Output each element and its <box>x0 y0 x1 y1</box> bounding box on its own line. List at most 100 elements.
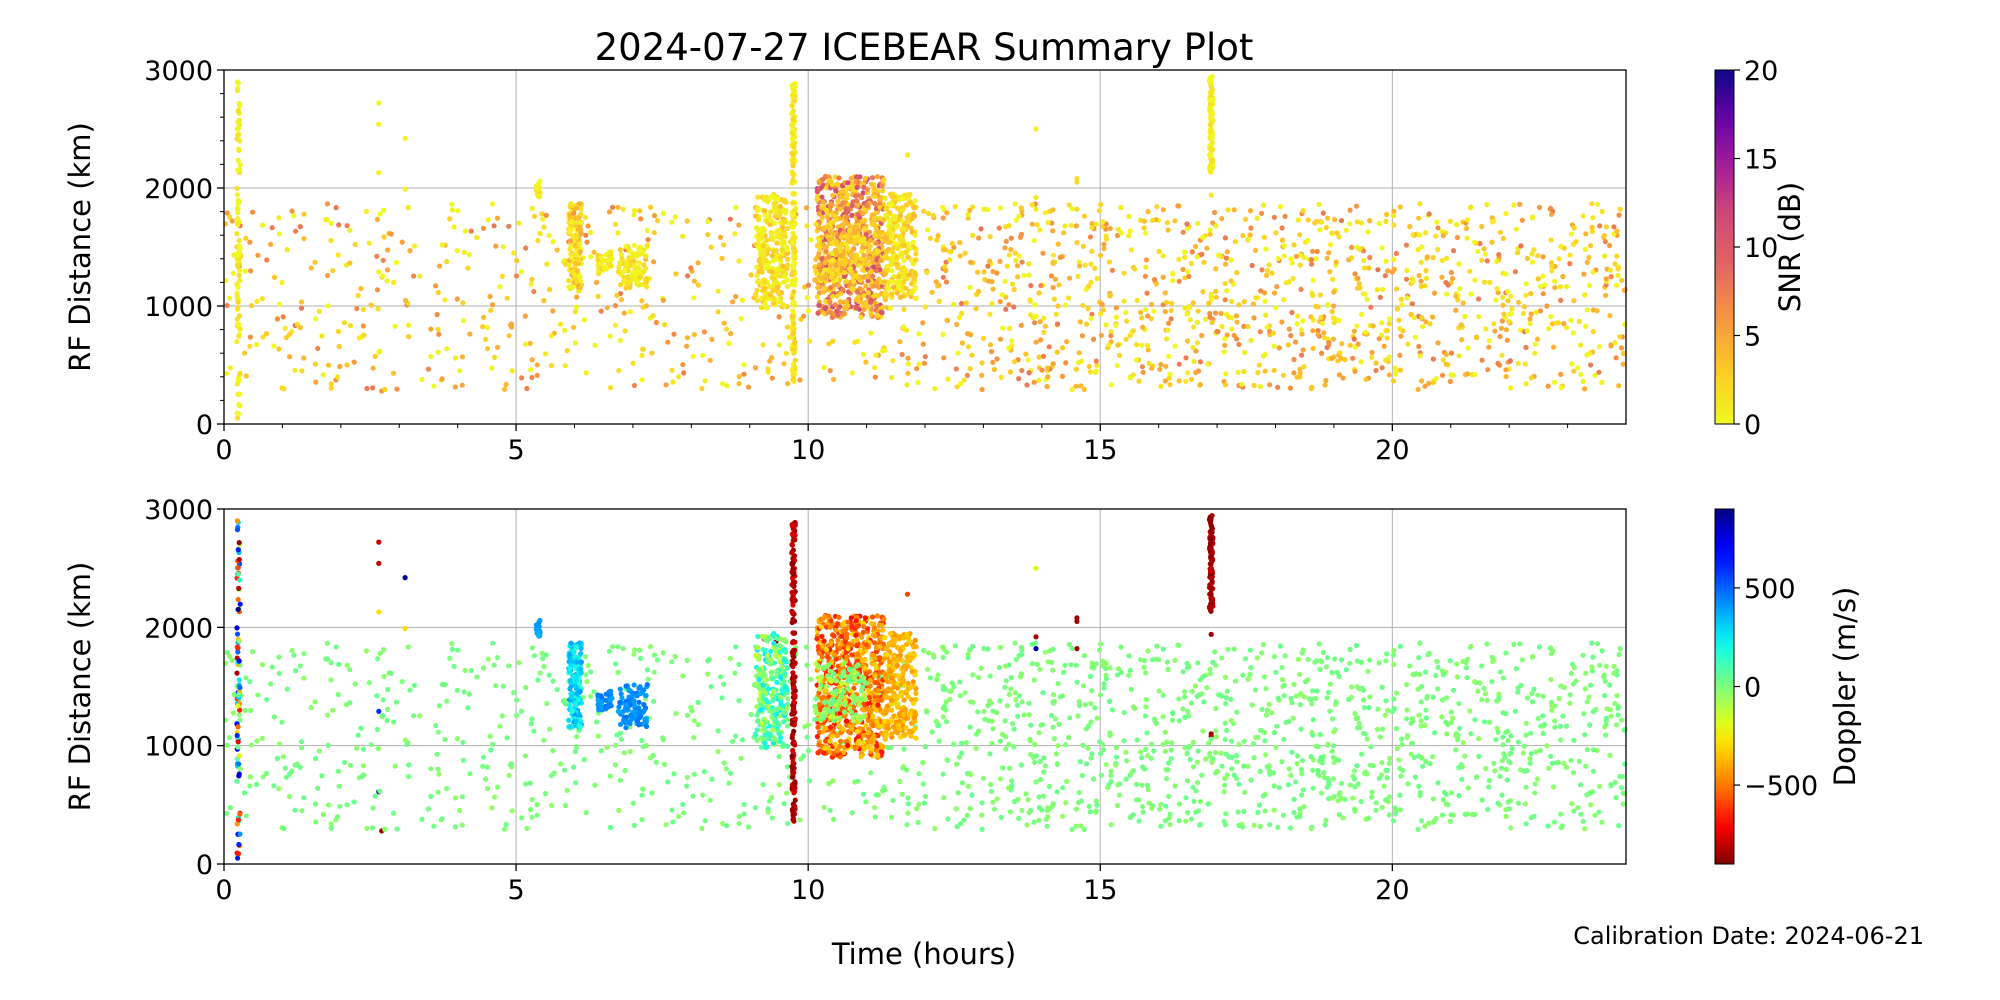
data-point <box>627 748 633 755</box>
data-point <box>506 772 512 779</box>
data-point <box>1405 781 1411 787</box>
data-point <box>641 268 647 274</box>
data-point <box>1498 325 1504 331</box>
data-point <box>1176 278 1182 284</box>
data-point <box>1343 667 1349 673</box>
data-point <box>1309 701 1315 707</box>
data-point <box>616 807 622 814</box>
data-point <box>1188 376 1195 382</box>
data-point <box>733 294 739 300</box>
y-tick-label: 0 <box>196 410 213 441</box>
data-point <box>1145 313 1151 319</box>
data-point <box>1228 717 1234 724</box>
data-point <box>466 251 472 258</box>
data-point <box>691 331 697 338</box>
data-point <box>607 333 613 339</box>
data-point <box>534 362 540 368</box>
data-point <box>1418 818 1425 824</box>
data-point <box>1373 807 1379 813</box>
data-point <box>1024 822 1030 828</box>
data-point <box>1483 326 1489 332</box>
data-point <box>1215 329 1221 335</box>
data-point <box>531 653 538 659</box>
data-point <box>1330 776 1337 782</box>
data-point <box>967 805 973 812</box>
data-point <box>892 216 898 222</box>
data-point <box>544 700 550 707</box>
data-point <box>325 802 332 808</box>
data-point <box>242 708 248 714</box>
data-point <box>537 178 543 184</box>
data-point <box>514 258 520 264</box>
data-point <box>644 227 651 234</box>
data-point <box>790 263 796 269</box>
data-point <box>613 221 619 227</box>
data-point <box>1057 254 1063 260</box>
data-point <box>1606 682 1613 688</box>
data-point <box>944 649 950 655</box>
data-point <box>1186 273 1192 279</box>
data-point <box>663 382 669 388</box>
data-point <box>651 259 657 265</box>
data-point <box>976 288 982 295</box>
data-point <box>1182 249 1188 255</box>
data-point <box>1403 242 1410 248</box>
data-point <box>1444 291 1450 297</box>
data-point <box>1054 349 1060 355</box>
data-point <box>491 662 497 668</box>
data-point <box>1208 97 1214 103</box>
data-point <box>1415 247 1421 253</box>
data-point <box>856 275 862 281</box>
data-point <box>1440 672 1446 678</box>
data-point <box>1369 794 1375 800</box>
data-point <box>726 780 732 786</box>
data-point <box>789 272 795 278</box>
data-point <box>650 313 656 319</box>
data-point <box>289 647 295 654</box>
data-point <box>1601 672 1607 678</box>
data-point <box>1273 230 1279 236</box>
data-point <box>1018 322 1024 328</box>
data-point <box>861 293 867 299</box>
data-point <box>542 791 549 797</box>
data-point <box>1076 702 1083 709</box>
x-tick-label: 0 <box>215 435 232 466</box>
data-point <box>791 282 798 288</box>
data-point <box>1300 347 1306 353</box>
data-point <box>394 386 400 392</box>
data-point <box>758 304 765 311</box>
data-point <box>1472 811 1478 818</box>
data-point <box>756 237 762 243</box>
data-point <box>1056 282 1062 288</box>
data-point <box>1139 755 1145 761</box>
data-point <box>1384 335 1390 341</box>
data-point <box>1602 253 1608 259</box>
data-point <box>269 225 275 231</box>
data-point <box>849 184 855 190</box>
data-point <box>1185 269 1191 275</box>
data-point <box>1059 373 1066 379</box>
data-point <box>610 204 616 210</box>
data-point <box>920 760 926 766</box>
data-point <box>1603 224 1609 230</box>
data-point <box>237 245 243 251</box>
data-point <box>1264 324 1270 330</box>
data-point <box>336 661 342 667</box>
data-point <box>985 263 991 269</box>
data-point <box>466 691 472 697</box>
data-point <box>901 243 908 249</box>
data-point <box>247 343 253 349</box>
data-point <box>669 219 675 225</box>
data-point <box>1124 318 1130 324</box>
data-point <box>1045 365 1051 371</box>
data-point <box>834 293 840 299</box>
data-point <box>1294 374 1300 380</box>
data-point <box>852 238 859 244</box>
data-point <box>1113 754 1119 760</box>
data-point <box>544 261 550 267</box>
data-point <box>940 215 946 221</box>
data-point <box>873 209 880 215</box>
data-point <box>764 199 771 205</box>
data-point <box>828 258 834 264</box>
data-point <box>1394 746 1400 752</box>
